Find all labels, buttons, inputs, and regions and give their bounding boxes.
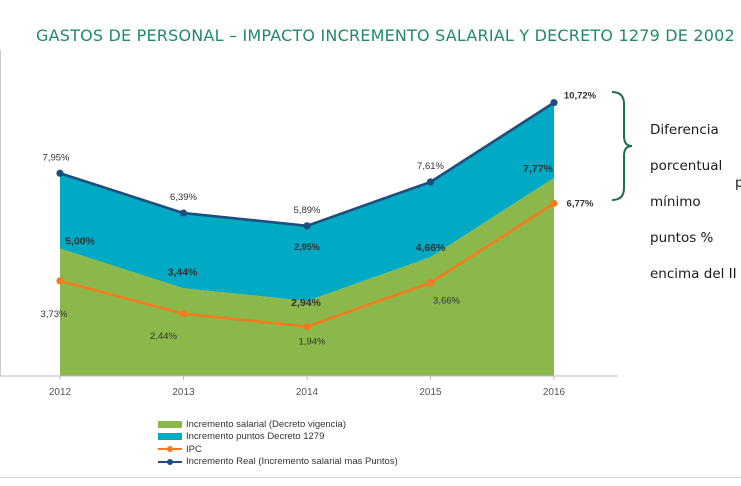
data-label: 5,00%	[65, 236, 95, 248]
legend-item-teal: Incremento puntos Decreto 1279	[158, 431, 398, 444]
ipc-point	[179, 310, 188, 318]
x-tick-label: 2012	[49, 387, 72, 398]
area-puntos-decreto	[60, 102, 554, 302]
incremento-real-point	[426, 178, 435, 186]
data-label: 2,44%	[150, 331, 177, 342]
annotation-extra: p	[735, 175, 741, 191]
ipc-point	[550, 199, 558, 207]
ipc-point	[426, 279, 435, 287]
legend: Incremento salarial (Decreto vigencia) I…	[158, 418, 398, 468]
area-incremento-salarial	[60, 177, 554, 376]
legend-swatch-teal	[158, 433, 182, 441]
x-axis: 2012 2013 2014 2015 2016	[0, 375, 618, 398]
legend-swatch-green	[158, 420, 182, 428]
difference-annotation: Diferencia porcentual mínimo puntos % en…	[650, 103, 741, 301]
legend-swatch-orange	[158, 446, 182, 453]
brace-shape	[611, 91, 633, 201]
data-label-layer: 7,95% 6,39% 5,89% 7,61% 10,72% 5,00% 3,44% 2,94…	[41, 91, 597, 348]
incremento-real-point	[179, 209, 188, 217]
data-label: 3,44%	[168, 266, 198, 278]
data-label: 6,77%	[567, 198, 594, 209]
legend-label: IPC	[186, 443, 202, 455]
x-tick-label: 2016	[543, 387, 566, 398]
annotation-line: puntos %	[650, 230, 714, 246]
data-label: 7,77%	[523, 163, 553, 175]
data-label: 2,94%	[291, 297, 321, 309]
annotation-line: porcentual	[650, 158, 723, 174]
legend-label: Incremento salarial (Decreto vigencia)	[186, 418, 346, 430]
data-label: 10,72%	[564, 91, 597, 102]
data-label: 1,94%	[299, 337, 326, 348]
data-label: 4,66%	[416, 242, 446, 254]
line-layer	[56, 99, 558, 331]
bottom-divider	[0, 477, 741, 478]
legend-label: Incremento Real (Incremento salarial mas…	[186, 456, 398, 468]
annotation-line: Diferencia	[650, 122, 719, 138]
x-tick-label: 2015	[419, 387, 442, 398]
data-label: 2,95%	[294, 242, 320, 252]
difference-brace	[611, 91, 633, 201]
data-label: 3,66%	[433, 296, 460, 307]
data-label: 6,39%	[170, 192, 197, 203]
annotation-line: mínimo	[650, 194, 701, 210]
data-label: 3,73%	[41, 309, 68, 320]
data-label: 5,89%	[294, 205, 321, 216]
x-tick-label: 2013	[172, 387, 195, 398]
incremento-real-point	[550, 99, 558, 107]
ipc-point	[56, 277, 64, 285]
area-layer	[60, 102, 554, 376]
incremento-real-point	[56, 169, 64, 177]
chart-title: GASTOS DE PERSONAL – IMPACTO INCREMENTO …	[36, 26, 735, 45]
legend-label: Incremento puntos Decreto 1279	[186, 431, 325, 443]
ipc-point	[303, 322, 311, 331]
data-label: 7,61%	[417, 161, 444, 172]
data-label: 7,95%	[43, 152, 70, 163]
left-border-line	[0, 50, 9, 376]
legend-item-green: Incremento salarial (Decreto vigencia)	[158, 418, 398, 431]
annotation-line: encima del II	[650, 266, 737, 282]
legend-item-orange: IPC	[158, 443, 398, 456]
x-tick-label: 2014	[296, 387, 319, 398]
legend-item-navy: Incremento Real (Incremento salarial mas…	[158, 456, 398, 469]
legend-swatch-navy	[158, 458, 182, 465]
incremento-real-point	[303, 222, 311, 230]
